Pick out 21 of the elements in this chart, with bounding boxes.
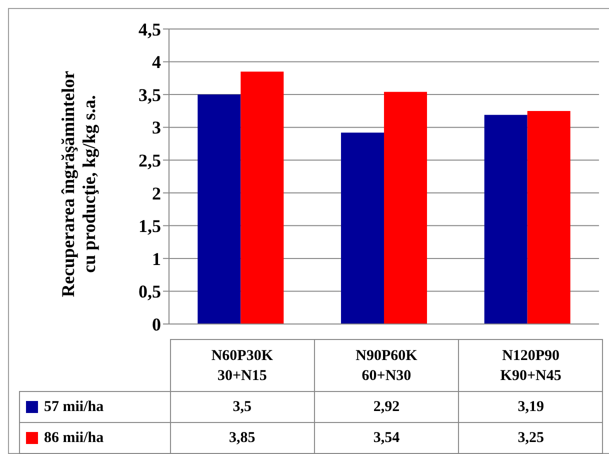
y-axis-title: Recuperarea îngrăşămintelor cu producţie, kg/kg s.a. (58, 70, 100, 300)
y-tick-label: 1 (152, 248, 161, 269)
legend-label: 86 mii/ha (20, 422, 170, 454)
y-tick-label: 1,5 (138, 216, 161, 236)
data-label: 3,85 (170, 422, 314, 454)
x-tick-label: N60P30K 30+N15 (210, 346, 274, 386)
y-tick-label: 3,5 (138, 84, 161, 105)
y-tick-label: 0,5 (138, 282, 161, 302)
data-label: 3,54 (314, 422, 459, 454)
data-label: 3,25 (458, 422, 603, 454)
y-tick-label: 0 (152, 314, 161, 334)
x-tick-label: N120P90 K90+N45 (499, 346, 562, 386)
data-label: 2,92 (314, 392, 459, 422)
y-tick-label: 4 (152, 52, 161, 72)
y-tick-label: 3 (152, 118, 161, 138)
x-tick-label: N90P60K 60+N30 (354, 346, 418, 386)
y-tick-label: 2 (152, 183, 161, 204)
legend-label: 57 mii/ha (20, 392, 170, 422)
y-tick-label: 2,5 (138, 150, 161, 170)
data-label: 3,19 (458, 392, 603, 422)
y-tick-label: 4,5 (138, 19, 161, 40)
